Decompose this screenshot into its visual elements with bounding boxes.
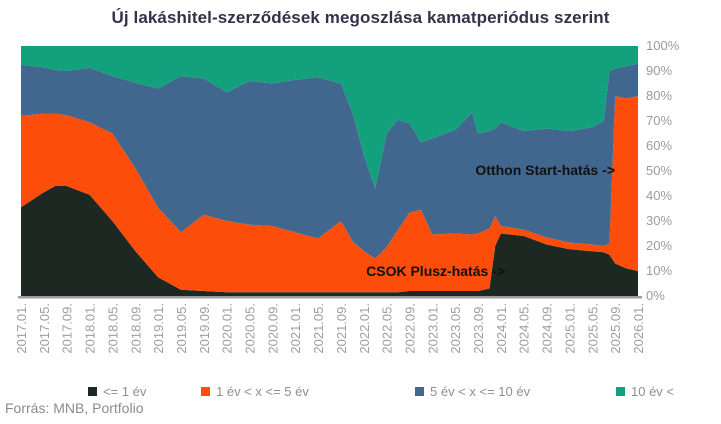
y-axis-tick: 80% <box>646 88 673 103</box>
y-axis-tick: 90% <box>646 63 673 78</box>
x-axis-tick: 2025.05. <box>585 303 600 354</box>
y-axis-tick: 20% <box>646 238 673 253</box>
legend-label: 1 év < x <= 5 év <box>216 383 309 399</box>
y-axis-tick: 30% <box>646 213 673 228</box>
area-series-3 <box>21 63 638 259</box>
x-axis-tick: 2022.05. <box>380 303 395 354</box>
area-series-4 <box>21 46 638 189</box>
x-axis-tick: 2019.05. <box>174 303 189 354</box>
source-note: Forrás: MNB, Portfolio <box>5 400 144 416</box>
x-axis-tick: 2020.01. <box>220 303 235 354</box>
x-axis-tick: 2020.05. <box>243 303 258 354</box>
legend-swatch-icon <box>415 386 424 396</box>
x-axis-tick: 2019.09. <box>197 303 212 354</box>
legend-item-2[interactable]: 1 év < x <= 5 év <box>201 383 309 399</box>
x-axis-tick: 2025.01. <box>562 303 577 354</box>
legend-label: 10 év < <box>631 383 675 399</box>
annotation-csok-plusz: CSOK Plusz-hatás -> <box>366 263 505 279</box>
x-axis-tick: 2018.01. <box>83 303 98 354</box>
y-axis-tick: 50% <box>646 163 673 178</box>
x-axis-tick: 2025.09. <box>608 303 623 354</box>
x-axis-tick: 2019.01. <box>151 303 166 354</box>
chart-title: Új lakáshitel-szerződések megoszlása kam… <box>111 8 610 27</box>
x-axis-tick: 2024.05. <box>517 303 532 354</box>
x-axis-tick: 2018.09. <box>128 303 143 354</box>
x-axis-line <box>18 296 642 299</box>
x-axis-tick: 2017.09. <box>60 303 75 354</box>
legend-swatch-icon <box>88 386 97 396</box>
x-axis-tick: 2017.05. <box>37 303 52 354</box>
x-axis-tick: 2023.09. <box>471 303 486 354</box>
x-axis-tick: 2023.01. <box>425 303 440 354</box>
x-axis-tick: 2021.09. <box>334 303 349 354</box>
area-series-1 <box>21 186 638 296</box>
legend-label: <= 1 év <box>103 383 147 399</box>
x-axis-tick: 2024.09. <box>540 303 555 354</box>
x-axis-tick: 2022.01. <box>357 303 372 354</box>
x-axis-tick: 2017.01. <box>14 303 29 354</box>
x-axis-tick: 2018.05. <box>105 303 120 354</box>
y-axis-tick: 100% <box>646 38 680 53</box>
x-axis-tick: 2023.05. <box>448 303 463 354</box>
legend-item-4[interactable]: 10 év < <box>616 383 674 399</box>
chart-legend: <= 1 év 1 év < x <= 5 év 5 év < x <= 10 év… <box>0 383 721 399</box>
y-axis-tick: 10% <box>646 263 673 278</box>
y-axis-tick: 0% <box>646 288 665 303</box>
x-axis-tick: 2021.05. <box>311 303 326 354</box>
legend-swatch-icon <box>201 386 210 396</box>
legend-item-3[interactable]: 5 év < x <= 10 év <box>415 383 530 399</box>
y-axis-tick: 70% <box>646 113 673 128</box>
x-axis-tick: 2022.09. <box>402 303 417 354</box>
area-series-2 <box>21 96 638 293</box>
x-axis-tick: 2021.01. <box>288 303 303 354</box>
legend-label: 5 év < x <= 10 év <box>430 383 531 399</box>
y-axis-tick: 60% <box>646 138 673 153</box>
y-axis-tick: 40% <box>646 188 673 203</box>
legend-swatch-icon <box>616 386 625 396</box>
x-axis-tick: 2026.01. <box>631 303 646 354</box>
x-axis-tick: 2020.09. <box>265 303 280 354</box>
legend-item-1[interactable]: <= 1 év <box>88 383 146 399</box>
x-axis-tick: 2024.01. <box>494 303 509 354</box>
annotation-otthon-start: Otthon Start-hatás -> <box>475 162 615 178</box>
